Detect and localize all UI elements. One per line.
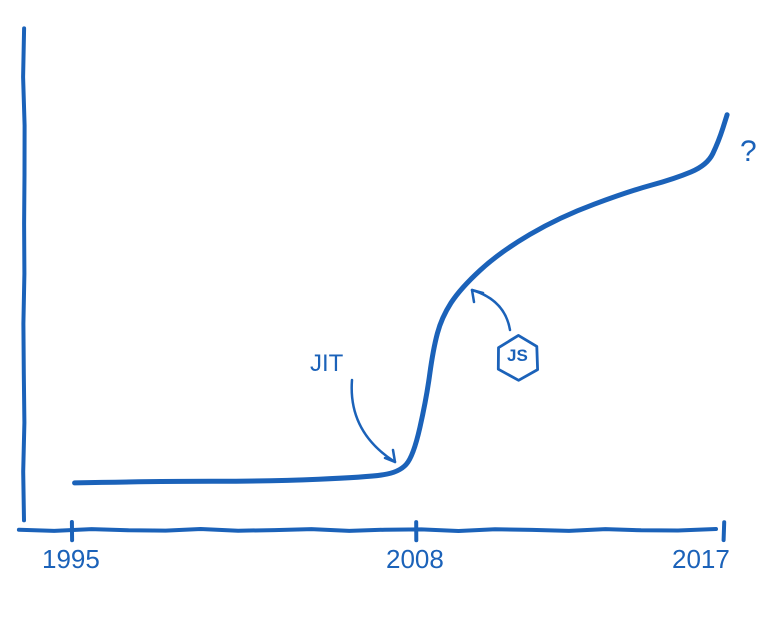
x-tick-label-1995: 1995 bbox=[42, 544, 122, 575]
y-axis bbox=[23, 28, 25, 520]
x-axis bbox=[19, 529, 716, 531]
chart-svg bbox=[0, 0, 768, 633]
chart-container: 1995 2008 2017 JIT JS ? bbox=[0, 0, 768, 633]
nodejs-label: JS bbox=[507, 346, 528, 366]
performance-curve bbox=[75, 115, 728, 483]
jit-arrow bbox=[352, 380, 395, 462]
jit-label: JIT bbox=[310, 350, 343, 378]
nodejs-arrow bbox=[472, 290, 510, 330]
x-tick-label-2017: 2017 bbox=[672, 544, 752, 575]
question-mark-label: ? bbox=[740, 135, 757, 169]
x-tick-label-2008: 2008 bbox=[386, 544, 466, 575]
